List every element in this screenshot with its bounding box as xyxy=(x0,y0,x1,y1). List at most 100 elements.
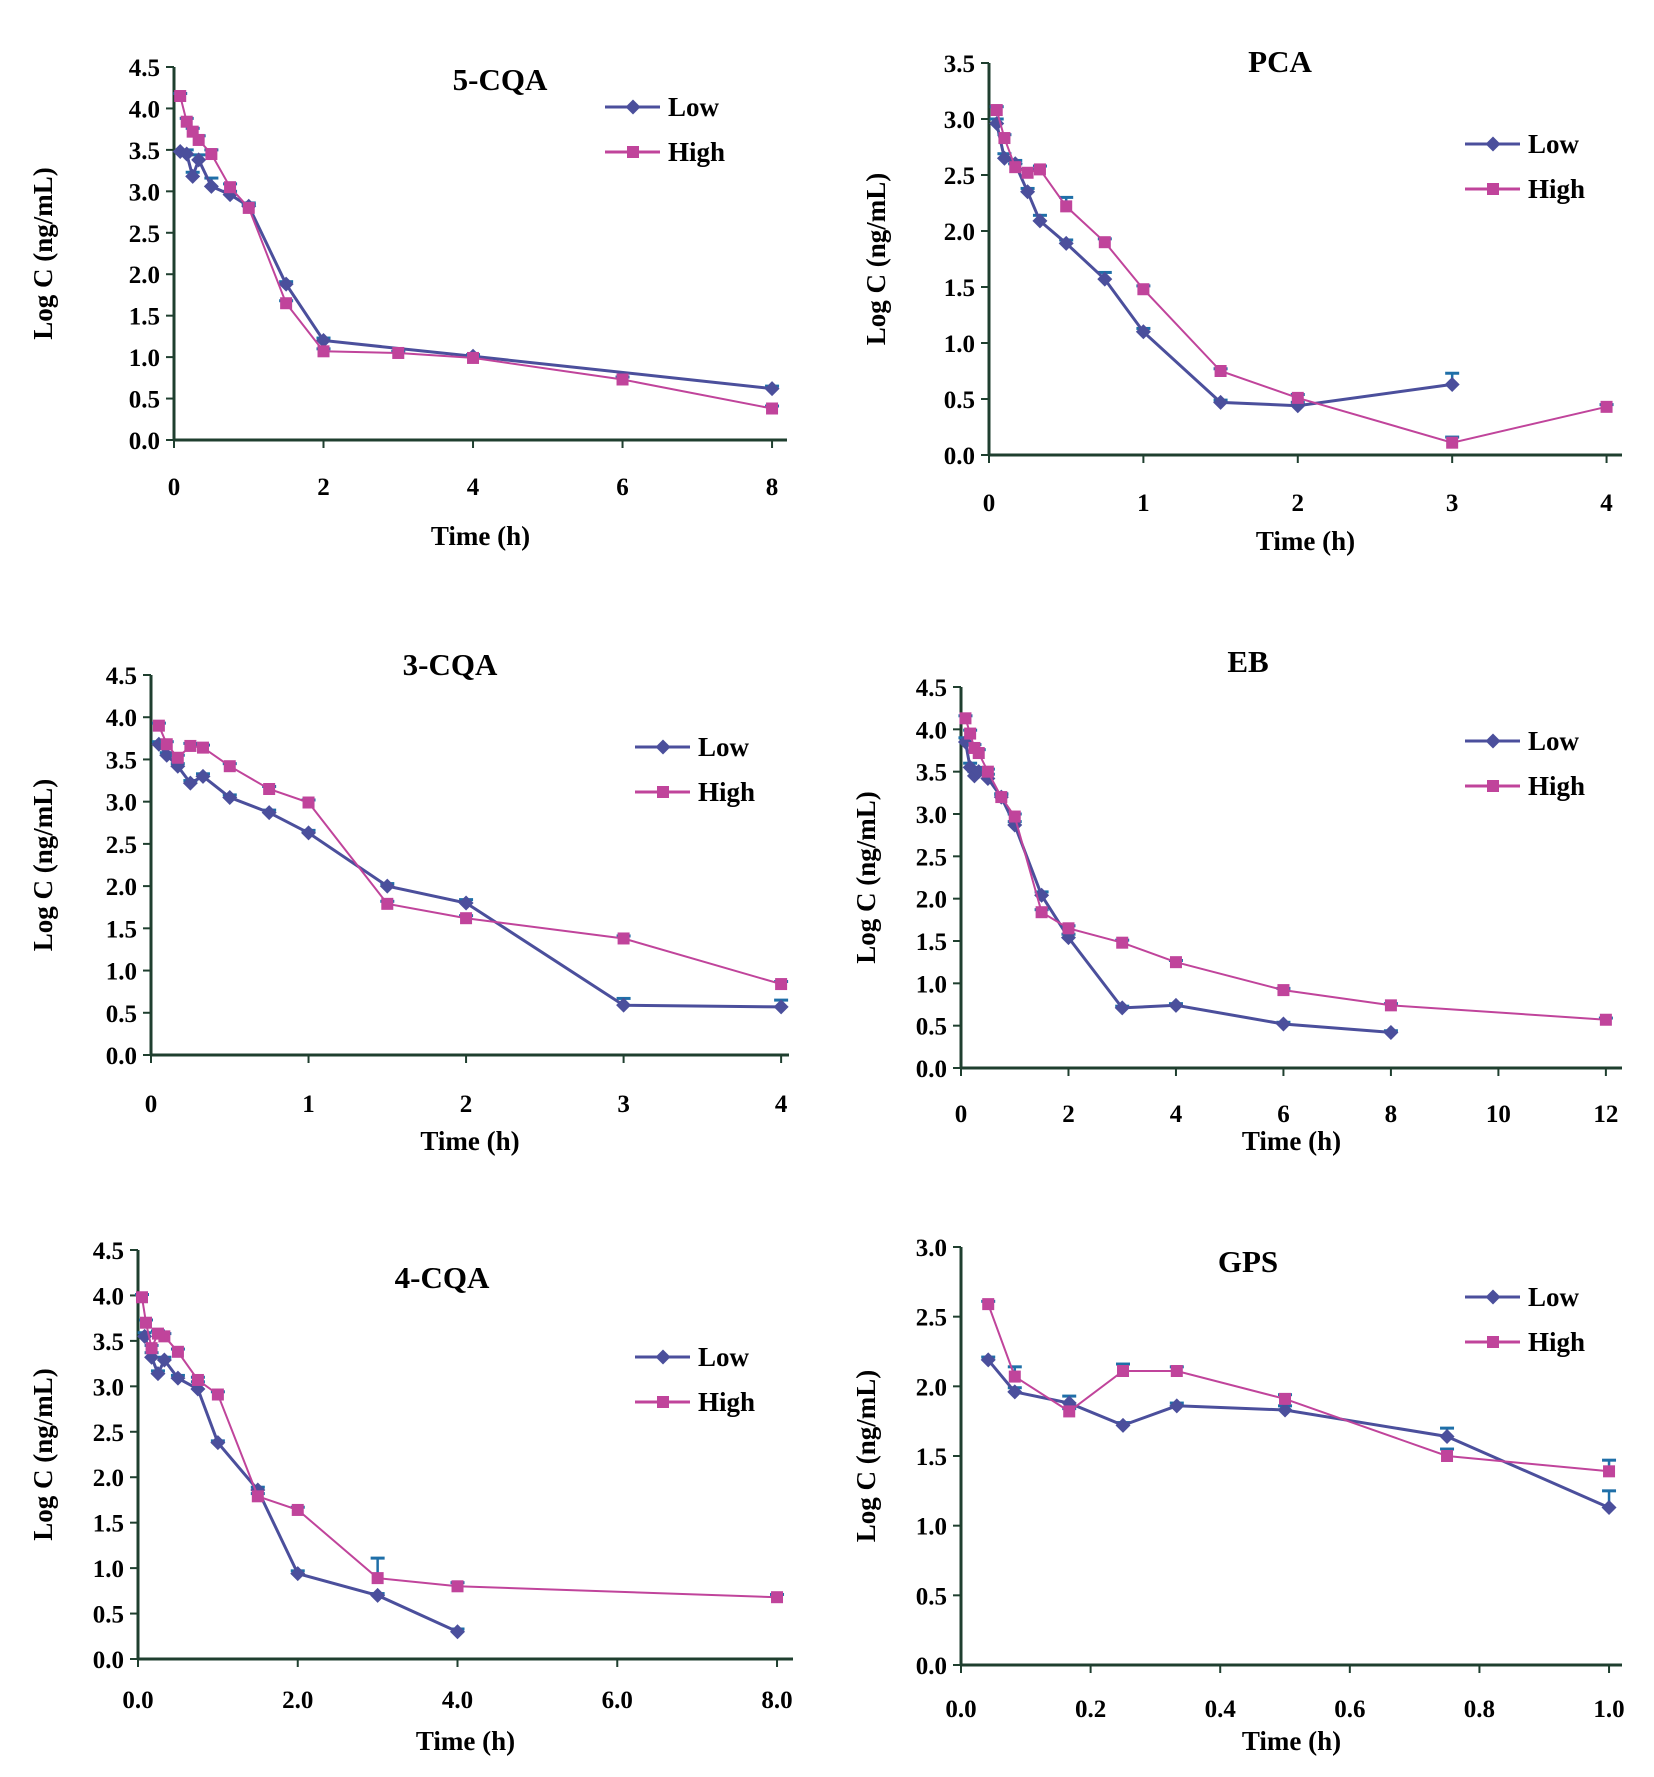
legend-label-high: High xyxy=(1528,771,1585,801)
legend-marker-high xyxy=(627,146,639,158)
data-point-high xyxy=(184,739,197,752)
legend-label-low: Low xyxy=(698,732,750,762)
data-point-low xyxy=(1058,235,1074,251)
data-point-high xyxy=(964,727,977,740)
data-point-high xyxy=(766,402,779,415)
y-tick-label: 0.0 xyxy=(129,428,160,455)
data-point-high xyxy=(158,1330,171,1343)
chart-panel-4-cqa: 0.0 0.5 1.0 1.5 2.0 2.5 3.0 3.5 4.0 4.5 0.0 2.0 4.0 6… xyxy=(28,1238,793,1756)
data-point-high xyxy=(1008,1370,1021,1383)
data-point-high xyxy=(1008,810,1021,823)
series-line-high xyxy=(987,1303,1610,1473)
data-point-high xyxy=(460,912,473,925)
y-tick-label: 2.0 xyxy=(106,874,137,901)
x-tick-label: 4.0 xyxy=(442,1687,473,1714)
data-point-low xyxy=(1135,324,1151,340)
data-point-high xyxy=(1021,166,1034,179)
data-point-high xyxy=(1009,161,1022,174)
data-point-high xyxy=(291,1503,304,1516)
y-tick-label: 0.5 xyxy=(944,387,975,414)
series-high xyxy=(173,90,780,415)
x-tick-label: 0 xyxy=(145,1091,158,1118)
data-point-low xyxy=(185,168,201,184)
x-tick-label: 8.0 xyxy=(761,1687,792,1714)
series-line-high xyxy=(141,1297,778,1599)
y-tick-label: 4.5 xyxy=(129,55,160,82)
chart-panel-3-cqa: 0.0 0.5 1.0 1.5 2.0 2.5 3.0 3.5 4.0 4.5 0 1 2 3 4 Time … xyxy=(28,647,789,1156)
data-point-low xyxy=(370,1587,386,1603)
legend-marker-high xyxy=(1487,1336,1499,1348)
series-high xyxy=(958,712,1613,1026)
y-tick-label: 3.5 xyxy=(129,138,160,165)
data-point-high xyxy=(1279,1392,1292,1405)
data-point-low xyxy=(996,150,1012,166)
data-point-high xyxy=(959,712,972,725)
data-point-high xyxy=(180,115,193,128)
chart-title: 3-CQA xyxy=(403,647,498,682)
y-tick-label: 3.5 xyxy=(944,51,975,78)
y-axis-title: Log C (ng/mL) xyxy=(851,1370,881,1543)
data-point-high xyxy=(1214,365,1227,377)
data-point-high xyxy=(160,738,173,751)
data-point-high xyxy=(1170,1365,1183,1378)
data-point-high xyxy=(1277,984,1290,997)
legend: Low High xyxy=(635,1342,755,1417)
data-point-low xyxy=(203,178,219,194)
data-point-high xyxy=(1441,1450,1454,1462)
x-tick-label: 4 xyxy=(467,474,480,501)
y-tick-label: 4.5 xyxy=(106,663,137,690)
y-tick-label: 0.0 xyxy=(93,1647,124,1674)
y-tick-label: 4.0 xyxy=(129,96,160,123)
x-tick-label: 1 xyxy=(1137,490,1150,517)
y-tick-label: 4.5 xyxy=(916,675,947,702)
data-point-high xyxy=(1063,1405,1076,1418)
series-line-low xyxy=(987,1358,1610,1509)
data-point-high xyxy=(381,897,394,910)
x-tick-label: 1 xyxy=(302,1091,315,1118)
y-tick-label: 4.0 xyxy=(106,705,137,732)
data-point-low xyxy=(773,999,789,1015)
data-point-high xyxy=(1062,922,1075,935)
data-point-high xyxy=(205,148,218,161)
data-point-high xyxy=(211,1388,224,1401)
y-axis-title: Log C (ng/mL) xyxy=(28,779,58,952)
chart-title: PCA xyxy=(1248,44,1312,79)
y-tick-label: 1.5 xyxy=(916,929,947,956)
series-low xyxy=(980,1352,1617,1516)
data-point-low xyxy=(156,1352,172,1368)
legend-marker-low xyxy=(1485,1289,1501,1305)
x-tick-label: 3 xyxy=(617,1091,630,1118)
y-tick-label: 1.5 xyxy=(129,304,160,331)
data-point-low xyxy=(1032,213,1048,229)
data-point-high xyxy=(467,351,480,364)
x-tick-label: 0.2 xyxy=(1075,1696,1106,1723)
series-low xyxy=(957,734,1399,1040)
data-point-low xyxy=(1168,997,1184,1013)
y-axis-title: Log C (ng/mL) xyxy=(28,1368,58,1541)
x-tick-label: 8 xyxy=(766,474,779,501)
legend-marker-low xyxy=(655,739,671,755)
y-tick-label: 2.5 xyxy=(129,221,160,248)
y-tick-label: 1.5 xyxy=(93,1511,124,1538)
legend-label-high: High xyxy=(1528,1327,1585,1357)
data-point-high xyxy=(1169,956,1182,969)
y-tick-label: 2.0 xyxy=(93,1465,124,1492)
data-point-high xyxy=(981,765,994,778)
legend-label-low: Low xyxy=(1528,129,1580,159)
legend-marker-low xyxy=(655,1349,671,1365)
data-point-high xyxy=(1117,1365,1130,1378)
legend-marker-high xyxy=(657,1396,669,1408)
data-point-high xyxy=(617,932,630,945)
data-point-high xyxy=(1384,999,1397,1012)
y-tick-label: 1.5 xyxy=(916,1444,947,1471)
data-point-low xyxy=(616,997,632,1013)
x-axis-title: Time (h) xyxy=(431,521,530,551)
x-tick-label: 12 xyxy=(1593,1101,1618,1128)
data-point-low xyxy=(1439,1428,1455,1444)
x-tick-label: 10 xyxy=(1486,1101,1511,1128)
data-point-high xyxy=(998,132,1011,145)
data-point-high xyxy=(139,1316,152,1329)
x-tick-label: 4 xyxy=(1600,490,1613,517)
y-tick-label: 1.0 xyxy=(916,971,947,998)
y-tick-label: 3.5 xyxy=(93,1329,124,1356)
